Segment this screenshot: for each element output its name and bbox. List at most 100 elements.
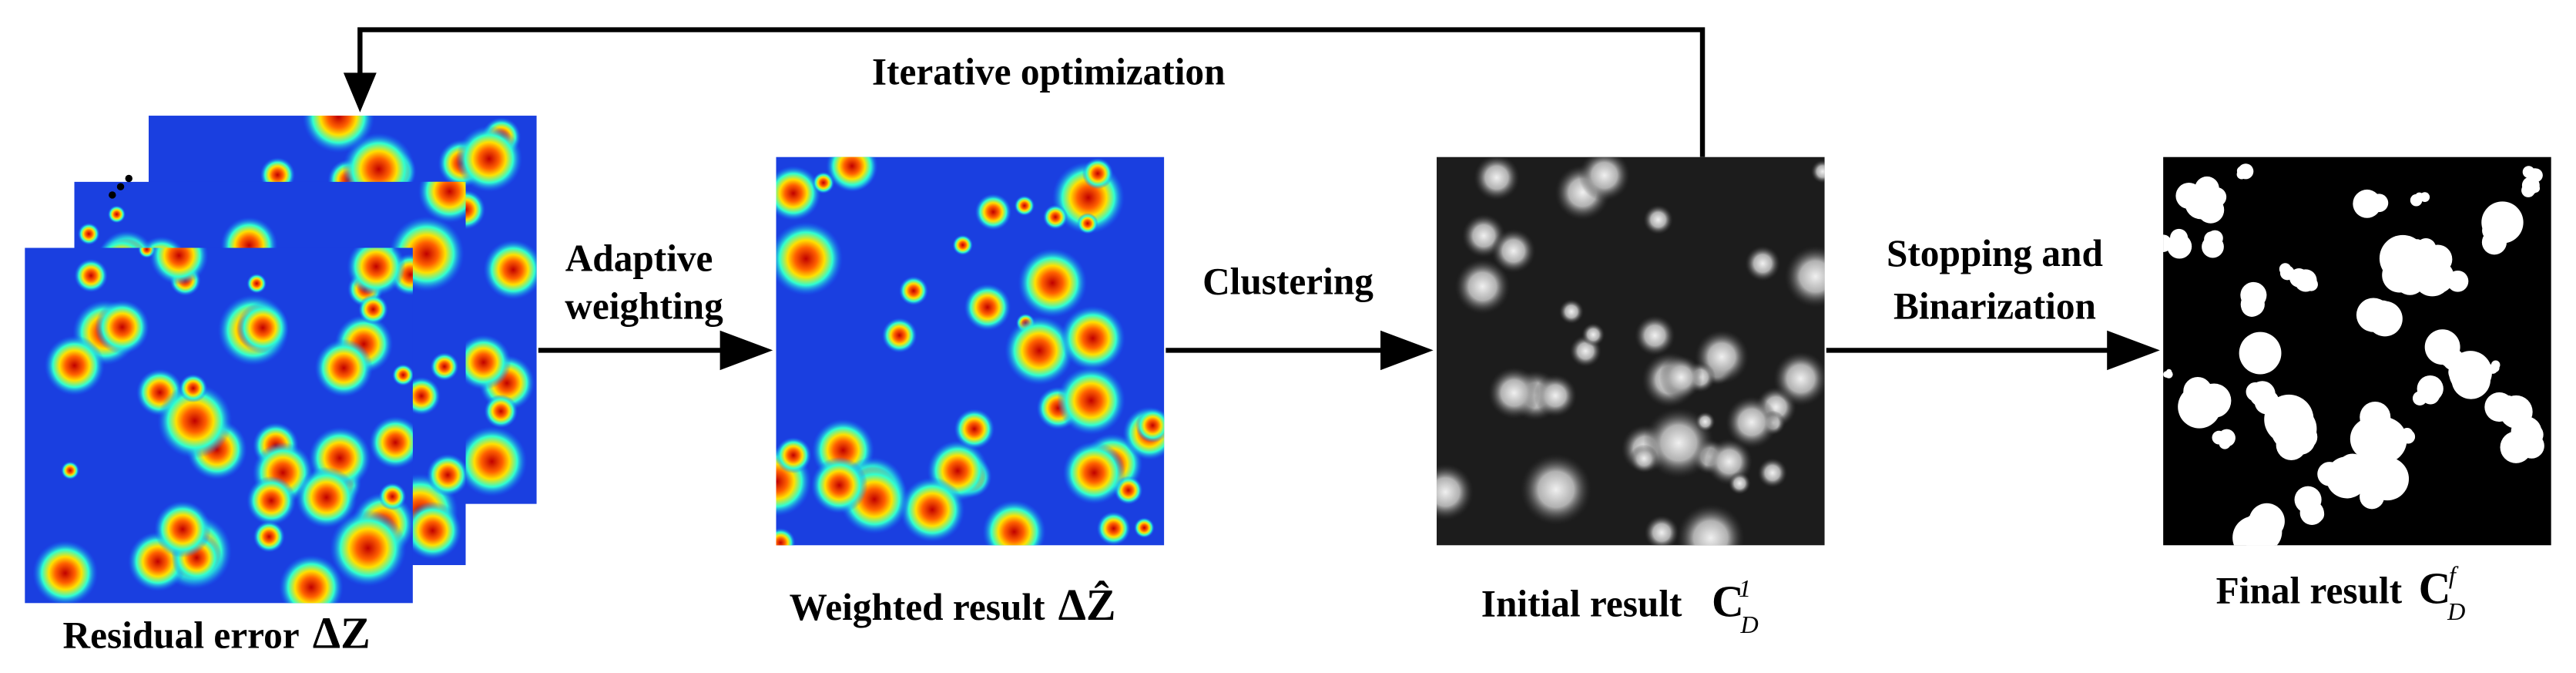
blob xyxy=(253,520,285,553)
blob xyxy=(78,223,100,245)
image-panel xyxy=(776,156,1165,546)
blob xyxy=(1726,395,1778,449)
blob xyxy=(1728,472,1751,495)
blob xyxy=(179,374,208,403)
blob xyxy=(974,193,1012,231)
blob xyxy=(1014,195,1035,217)
arrow-label: weighting xyxy=(565,285,723,328)
blob xyxy=(1057,366,1125,436)
blob xyxy=(32,540,98,604)
blob xyxy=(154,500,211,558)
blob xyxy=(107,205,126,224)
blob xyxy=(2370,193,2389,213)
blob xyxy=(95,299,149,355)
blob xyxy=(1659,355,1703,399)
blob xyxy=(2367,301,2403,337)
arrowhead xyxy=(1380,330,1434,371)
blob xyxy=(899,476,965,543)
caption: Residual error ΔZ xyxy=(62,607,370,658)
arrowhead xyxy=(2107,330,2160,371)
blob xyxy=(1043,204,1068,230)
blob xyxy=(369,416,413,469)
blob xyxy=(2317,462,2342,486)
blob xyxy=(2357,464,2389,495)
blob xyxy=(1491,228,1536,274)
blob xyxy=(455,335,512,390)
blob xyxy=(1520,453,1592,526)
blob xyxy=(1629,444,1659,473)
blob xyxy=(982,500,1046,546)
blob xyxy=(347,247,406,296)
blob xyxy=(2420,260,2454,294)
caption: Weighted result ΔẐ xyxy=(790,580,1116,630)
blob xyxy=(776,221,844,296)
blob xyxy=(776,527,796,546)
blob xyxy=(964,284,1011,331)
blob xyxy=(2178,385,2222,429)
blob xyxy=(1784,245,1825,308)
blob xyxy=(2484,392,2514,422)
dot xyxy=(116,183,125,190)
blob xyxy=(2289,271,2302,284)
blob xyxy=(1745,245,1781,281)
blob xyxy=(157,383,233,459)
image-panel xyxy=(25,247,413,604)
blob xyxy=(484,394,518,429)
blob xyxy=(247,476,297,526)
blob xyxy=(236,301,289,354)
blob xyxy=(2166,368,2172,375)
blob xyxy=(149,247,209,285)
blob xyxy=(44,335,105,396)
arrow-label: Stopping and xyxy=(1887,232,2103,274)
blob xyxy=(296,466,357,529)
blob xyxy=(392,364,413,386)
blob xyxy=(403,501,462,560)
blob xyxy=(2490,360,2501,370)
blob xyxy=(952,234,974,256)
blob xyxy=(898,276,928,306)
blob xyxy=(1581,323,1605,347)
blob xyxy=(2356,192,2374,210)
blob xyxy=(2360,417,2407,463)
blob xyxy=(330,510,407,587)
blob xyxy=(1062,441,1126,505)
blob xyxy=(418,181,466,224)
blob xyxy=(2412,391,2427,405)
blob xyxy=(279,554,344,604)
blob xyxy=(2482,220,2502,241)
blob xyxy=(1082,157,1114,190)
blob xyxy=(2206,230,2223,247)
blob xyxy=(1644,515,1679,546)
blob xyxy=(2264,394,2314,445)
blob xyxy=(881,318,917,353)
blob xyxy=(2238,163,2254,180)
blob xyxy=(378,483,407,511)
blob xyxy=(426,453,466,496)
blob xyxy=(2415,192,2424,201)
blob xyxy=(1695,412,1716,432)
image-panel xyxy=(2163,156,2551,546)
arrow-label: Clustering xyxy=(1202,261,1374,303)
blob xyxy=(1096,511,1131,546)
blob xyxy=(1018,248,1088,318)
blob xyxy=(776,437,812,474)
blob xyxy=(314,338,374,398)
blob xyxy=(810,456,868,514)
blob xyxy=(2246,382,2266,402)
caption: Final result CDf xyxy=(2216,561,2466,625)
blob xyxy=(1558,299,1584,325)
blob xyxy=(2241,336,2272,368)
arrow-label: Adaptive xyxy=(565,237,713,280)
blob xyxy=(776,166,821,221)
blob xyxy=(1135,408,1165,443)
blob xyxy=(2169,228,2189,247)
blob xyxy=(1810,160,1825,183)
feedback-label: Iterative optimization xyxy=(872,50,1226,93)
arrowhead xyxy=(719,330,773,371)
blob xyxy=(1077,213,1098,234)
blob xyxy=(1454,258,1511,315)
blob xyxy=(61,461,79,480)
blob xyxy=(1436,463,1474,520)
blob xyxy=(2382,257,2417,293)
